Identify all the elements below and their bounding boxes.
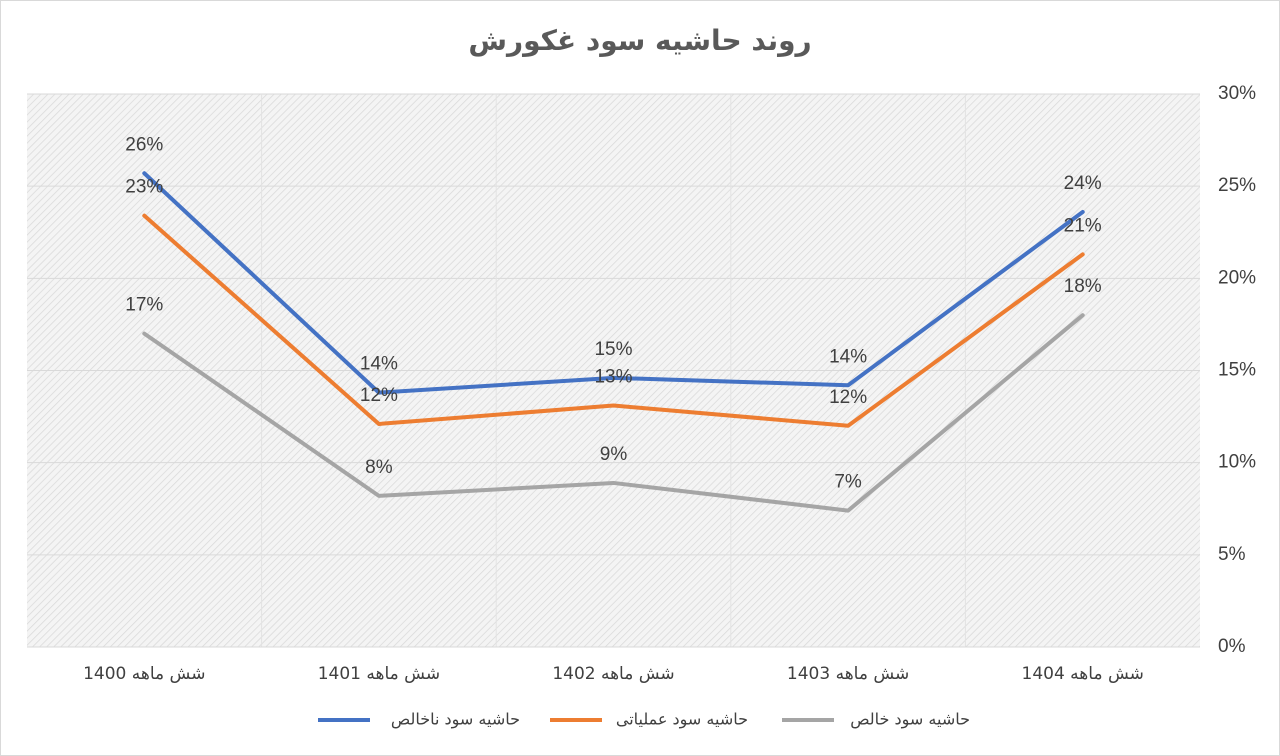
data-label: 21%	[1064, 215, 1102, 236]
data-label: 9%	[600, 444, 628, 465]
x-tick-label: شش ماهه 1404	[1022, 664, 1144, 684]
data-label: 26%	[125, 134, 163, 155]
series-line	[142, 171, 1085, 395]
data-label: 12%	[829, 387, 867, 408]
y-tick-label: 0%	[1218, 636, 1246, 657]
series-line	[142, 313, 1085, 513]
series-line	[142, 213, 1085, 428]
data-label: 14%	[360, 354, 398, 375]
x-tick-label: شش ماهه 1403	[787, 664, 909, 684]
x-tick-label: شش ماهه 1400	[83, 664, 205, 684]
y-tick-label: 25%	[1218, 175, 1256, 196]
data-label: 14%	[829, 346, 867, 367]
data-label: 15%	[594, 339, 632, 360]
data-label: 24%	[1064, 173, 1102, 194]
x-tick-label: شش ماهه 1402	[552, 664, 674, 684]
data-label: 18%	[1064, 276, 1102, 297]
y-tick-label: 20%	[1218, 267, 1256, 288]
legend-label: حاشیه سود ناخالص	[391, 710, 520, 730]
data-label: 23%	[125, 177, 163, 198]
data-label: 12%	[360, 385, 398, 406]
y-tick-label: 30%	[1218, 83, 1256, 104]
y-tick-label: 10%	[1218, 452, 1256, 473]
data-label: 13%	[594, 367, 632, 388]
data-label: 17%	[125, 295, 163, 316]
data-label: 7%	[834, 472, 862, 493]
legend-label: حاشیه سود خالص	[850, 710, 970, 730]
y-tick-label: 15%	[1218, 360, 1256, 381]
data-label: 8%	[365, 457, 393, 478]
chart-title: روند حاشیه سود غکورش	[468, 24, 811, 57]
x-tick-label: شش ماهه 1401	[318, 664, 440, 684]
legend-label: حاشیه سود عملیاتی	[616, 710, 748, 730]
y-tick-label: 5%	[1218, 544, 1246, 565]
